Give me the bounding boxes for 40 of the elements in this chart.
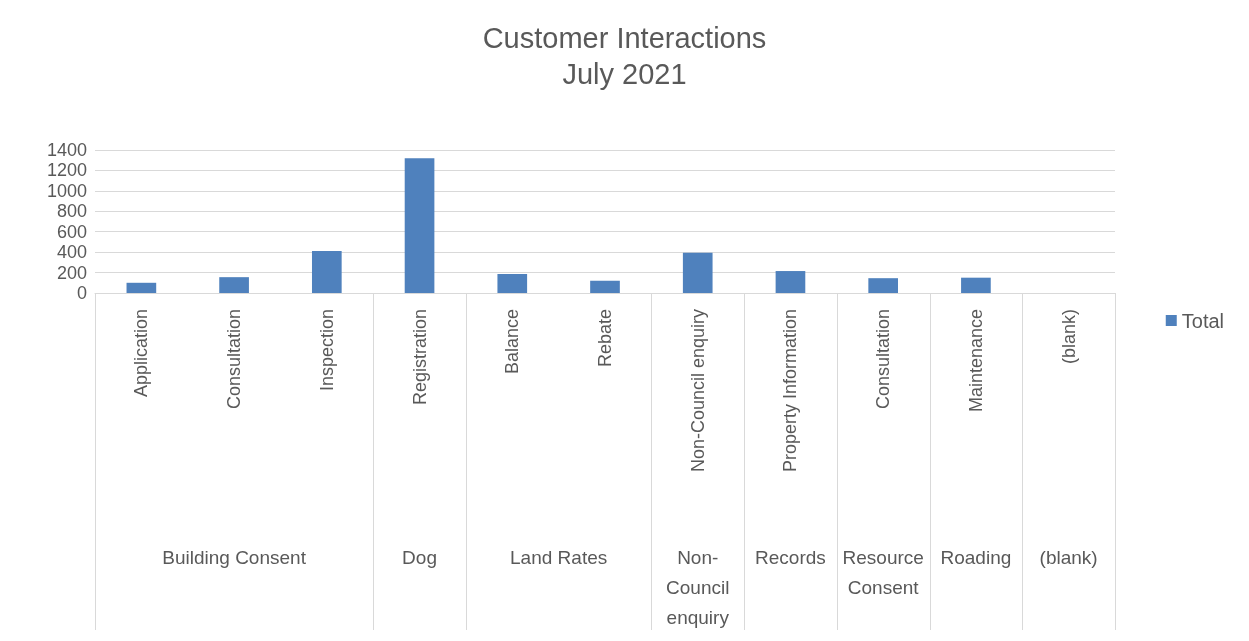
y-tick-label: 1000 xyxy=(46,180,87,201)
bar xyxy=(775,271,806,293)
bar xyxy=(311,251,342,293)
x-tick-label: Inspection xyxy=(316,309,337,392)
x-tick-label: Rebate xyxy=(595,309,615,368)
bar xyxy=(590,280,620,293)
bar xyxy=(404,158,435,293)
text: Building Consent xyxy=(162,546,307,568)
text: Roading xyxy=(940,546,1012,568)
chart-title: Customer Interactions xyxy=(482,21,767,54)
x-tick-label: Maintenance xyxy=(965,309,986,413)
chart-subtitle: July 2021 xyxy=(562,57,687,90)
x-tick-label: Application xyxy=(131,309,152,398)
text: (blank) xyxy=(1039,546,1098,568)
x-tick-label: Non-Council enquiry xyxy=(687,309,708,473)
bar xyxy=(219,277,249,293)
text: Dog xyxy=(402,546,437,568)
x-tick-label: Registration xyxy=(409,309,430,406)
x-tick-label: (blank) xyxy=(1058,309,1079,365)
y-tick-label: 1400 xyxy=(46,140,87,160)
y-tick-label: 0 xyxy=(76,283,87,303)
text: Records xyxy=(755,546,826,568)
bar xyxy=(682,252,713,293)
y-tick-label: 200 xyxy=(56,262,87,283)
bar xyxy=(497,274,528,293)
x-tick-label: Balance xyxy=(502,309,523,375)
bar xyxy=(126,282,157,293)
x-tick-label: Property Information xyxy=(780,309,801,473)
x-tick-label: Consultation xyxy=(873,309,894,410)
y-tick-label: 1200 xyxy=(46,160,87,181)
text: Land Rates xyxy=(510,546,608,568)
y-tick-label: 400 xyxy=(56,242,87,263)
text: Non-Council enquiry xyxy=(666,546,730,628)
legend-label: Total xyxy=(1181,309,1224,332)
y-tick-label: 600 xyxy=(56,221,87,242)
text: Resource Consent xyxy=(842,546,924,598)
x-tick-label: Consultation xyxy=(224,309,245,410)
bar xyxy=(961,277,991,293)
bar xyxy=(868,278,899,293)
y-tick-label: 800 xyxy=(56,201,87,222)
